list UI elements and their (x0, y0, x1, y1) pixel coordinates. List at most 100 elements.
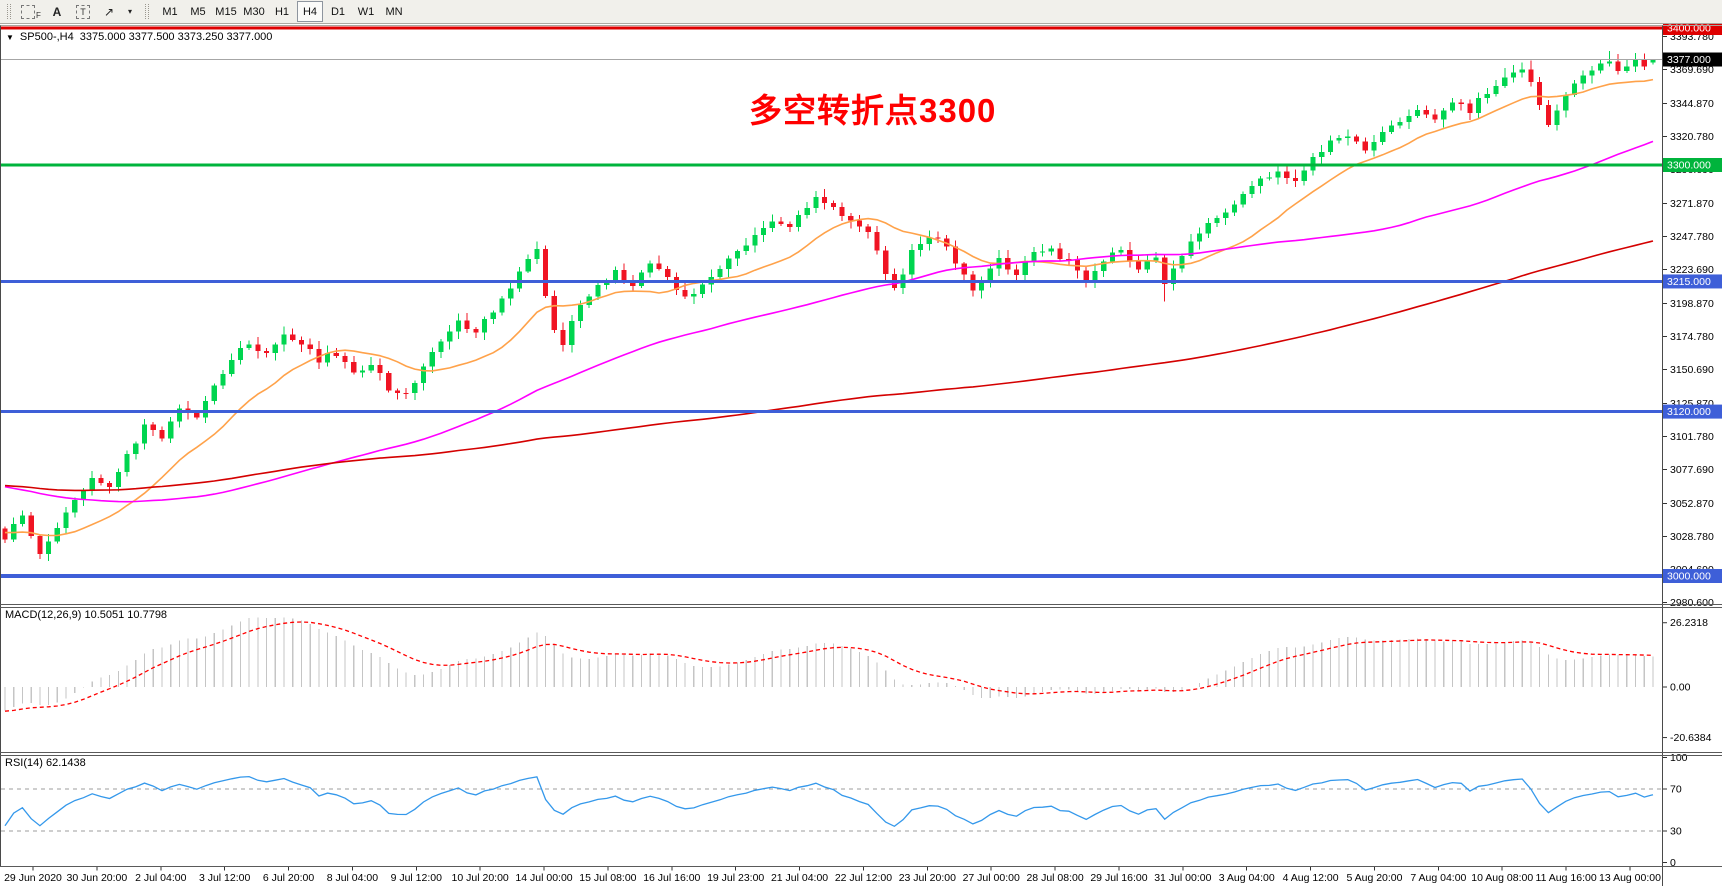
toolbar-arrows-dropdown-caret-icon[interactable]: ▾ (127, 7, 132, 16)
price-badge-label: 3215.000 (1667, 276, 1711, 288)
price-axis-label: 3198.870 (1670, 298, 1714, 310)
time-axis-label: 29 Jun 2020 (4, 872, 62, 884)
candle (342, 356, 348, 363)
timeframe-button-h1[interactable]: H1 (274, 5, 290, 18)
price-axis-label: 3247.780 (1670, 231, 1714, 243)
candle (1057, 248, 1063, 259)
candle (961, 263, 967, 275)
timeframe-button-w1[interactable]: W1 (357, 5, 375, 18)
time-axis-label: 5 Aug 20:00 (1346, 872, 1402, 884)
candle (813, 197, 819, 209)
candle (935, 237, 941, 239)
candle (874, 232, 880, 251)
candle (822, 197, 828, 204)
candle (307, 344, 313, 349)
time-axis-label: 27 Jul 00:00 (963, 872, 1020, 884)
time-axis-label: 3 Jul 12:00 (199, 872, 251, 884)
candle (1371, 141, 1377, 151)
candle (290, 334, 296, 340)
candle (1013, 269, 1020, 275)
candle (508, 288, 514, 299)
candle (473, 329, 479, 333)
price-axis[interactable]: 3393.7803369.6903344.8703320.7803296.690… (1663, 31, 1714, 869)
ma-line-medium (4, 140, 1654, 503)
candle (1109, 252, 1115, 262)
ma-line-fast (5, 78, 1654, 537)
candle (1510, 72, 1517, 78)
candles (2, 51, 1656, 562)
price-badge-label: 3000.000 (1667, 571, 1711, 583)
candle (1362, 141, 1368, 151)
time-axis-label: 11 Aug 16:00 (1536, 872, 1597, 884)
timeframe-button-h4[interactable]: H4 (297, 1, 323, 22)
candle (1441, 110, 1447, 120)
timeframe-button-mn[interactable]: MN (385, 5, 403, 18)
toolbar-grip[interactable] (7, 4, 11, 19)
candle (595, 285, 601, 297)
candle (19, 515, 26, 525)
macd-axis-label: -20.6384 (1670, 732, 1712, 744)
toolbar-text-box-tool[interactable]: T (71, 1, 95, 22)
candle (1031, 252, 1037, 261)
candle (80, 490, 87, 501)
candle (194, 412, 200, 418)
candle (978, 282, 985, 291)
candle (1179, 256, 1185, 269)
candle (429, 352, 435, 367)
timeframe-button-m30[interactable]: M30 (243, 5, 265, 18)
candle (1275, 171, 1281, 178)
candle (255, 344, 261, 351)
candle (481, 319, 488, 333)
toolbar-frame-tool[interactable]: F (19, 1, 43, 22)
time-axis-label: 16 Jul 16:00 (643, 872, 700, 884)
candle (638, 272, 645, 286)
symbol-dropdown-icon[interactable]: ▼ (6, 32, 14, 42)
candle (281, 334, 287, 345)
candle (455, 320, 462, 332)
candle (630, 281, 636, 286)
candle (412, 383, 418, 394)
price-axis-label: 3223.690 (1670, 264, 1714, 276)
candle (298, 339, 305, 345)
toolbar-text-label-tool[interactable]: A (52, 4, 62, 19)
candle (246, 344, 252, 349)
timeframe-button-d1[interactable]: D1 (330, 5, 346, 18)
candle (368, 364, 374, 371)
candle (1632, 59, 1639, 67)
timeframe-button-m5[interactable]: M5 (190, 5, 206, 18)
candle (551, 295, 557, 331)
time-axis-label: 2 Jul 04:00 (135, 872, 187, 884)
candle (1467, 103, 1473, 114)
timeframe-button-m15[interactable]: M15 (215, 5, 237, 18)
candle (1580, 75, 1586, 84)
candle (673, 276, 680, 290)
candle (665, 268, 671, 277)
candle (560, 330, 566, 346)
candle (621, 270, 627, 282)
candle (386, 372, 392, 391)
candle (202, 401, 209, 418)
time-axis-label: 23 Jul 20:00 (899, 872, 956, 884)
candle (1310, 156, 1316, 171)
candle (1528, 69, 1534, 82)
price-badge-3215.000 (1663, 274, 1722, 289)
candle (333, 353, 339, 357)
rsi-axis-label: 100 (1670, 752, 1688, 764)
price-axis-label: 3369.690 (1670, 64, 1714, 76)
candle (1380, 132, 1386, 142)
candle (1563, 95, 1569, 111)
candle (438, 341, 444, 353)
candle (351, 362, 357, 373)
candle (1188, 241, 1194, 257)
candle (1397, 122, 1403, 126)
candle (1066, 258, 1072, 261)
time-axis-label: 4 Aug 12:00 (1283, 872, 1339, 884)
price-axis-label: 3174.780 (1670, 331, 1714, 343)
rsi-axis-label: 30 (1670, 826, 1682, 838)
toolbar-grip[interactable] (145, 4, 149, 19)
timeframe-button-m1[interactable]: M1 (162, 5, 178, 18)
toolbar-arrows-tool[interactable]: ↗ (103, 4, 115, 19)
candle (1258, 178, 1264, 187)
time-axis[interactable]: 29 Jun 2020 30 Jun 20:00 2 Jul 04:00 3 Jul … (4, 866, 1661, 885)
